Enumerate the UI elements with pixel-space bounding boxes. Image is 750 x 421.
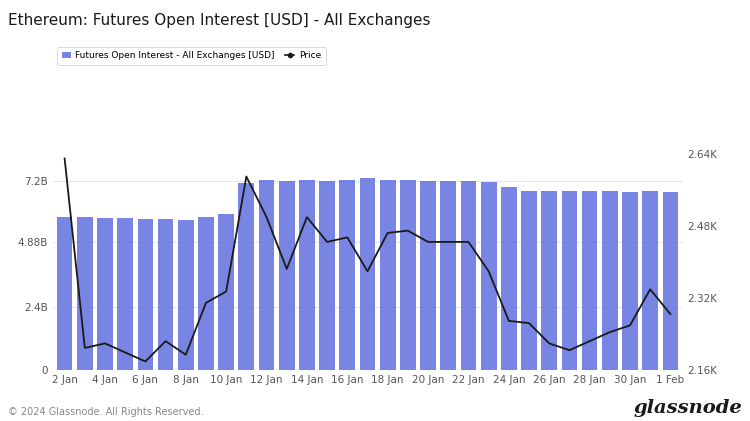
Bar — [440, 181, 456, 370]
Bar — [178, 220, 194, 370]
Bar — [359, 178, 375, 370]
Bar — [602, 191, 618, 370]
Text: © 2024 Glassnode. All Rights Reserved.: © 2024 Glassnode. All Rights Reserved. — [8, 407, 203, 417]
Bar — [460, 181, 476, 370]
Bar — [340, 180, 356, 370]
Bar — [279, 181, 295, 370]
Text: glassnode: glassnode — [634, 399, 742, 417]
Bar — [420, 181, 436, 370]
Bar — [662, 192, 678, 370]
Bar — [238, 183, 254, 370]
Bar — [542, 191, 557, 370]
Bar — [501, 187, 517, 370]
Bar — [57, 216, 73, 370]
Bar — [481, 181, 496, 370]
Bar — [137, 219, 153, 370]
Legend: Futures Open Interest - All Exchanges [USD], Price: Futures Open Interest - All Exchanges [U… — [57, 47, 326, 65]
Bar — [97, 218, 112, 370]
Bar — [259, 180, 274, 370]
Bar — [299, 180, 315, 370]
Bar — [77, 217, 93, 370]
Bar — [380, 180, 395, 370]
Bar — [642, 190, 658, 370]
Bar — [158, 219, 173, 370]
Bar — [582, 190, 598, 370]
Bar — [117, 218, 133, 370]
Bar — [521, 191, 537, 370]
Text: Ethereum: Futures Open Interest [USD] - All Exchanges: Ethereum: Futures Open Interest [USD] - … — [8, 13, 430, 28]
Bar — [400, 180, 416, 370]
Bar — [320, 181, 335, 370]
Bar — [562, 190, 578, 370]
Bar — [622, 192, 638, 370]
Bar — [198, 217, 214, 370]
Bar — [218, 214, 234, 370]
